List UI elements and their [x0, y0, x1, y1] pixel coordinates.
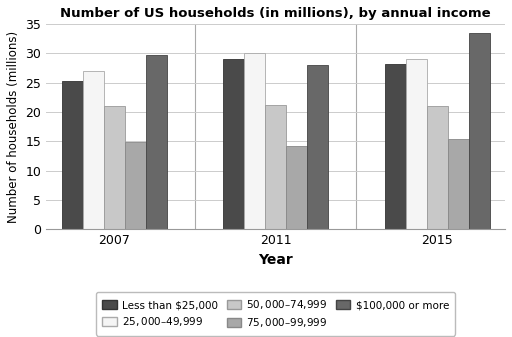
Bar — [82, 71, 103, 229]
Legend: Less than $25,000, $25,000–$49,999, $50,000–$74,999, $75,000–$99,999, $100,000 o: Less than $25,000, $25,000–$49,999, $50,… — [96, 292, 455, 336]
Bar — [307, 65, 328, 229]
Bar — [385, 64, 406, 229]
Bar — [244, 53, 265, 229]
Bar — [124, 142, 145, 229]
X-axis label: Year: Year — [258, 252, 293, 267]
Bar — [468, 33, 489, 229]
Bar — [406, 59, 426, 229]
Y-axis label: Number of households (millions): Number of households (millions) — [7, 30, 20, 222]
Bar — [265, 105, 286, 229]
Bar — [223, 59, 244, 229]
Title: Number of US households (in millions), by annual income: Number of US households (in millions), b… — [60, 7, 491, 20]
Bar — [286, 146, 307, 229]
Bar — [103, 106, 124, 229]
Bar — [447, 140, 468, 229]
Bar — [426, 106, 447, 229]
Bar — [61, 81, 82, 229]
Bar — [145, 55, 166, 229]
